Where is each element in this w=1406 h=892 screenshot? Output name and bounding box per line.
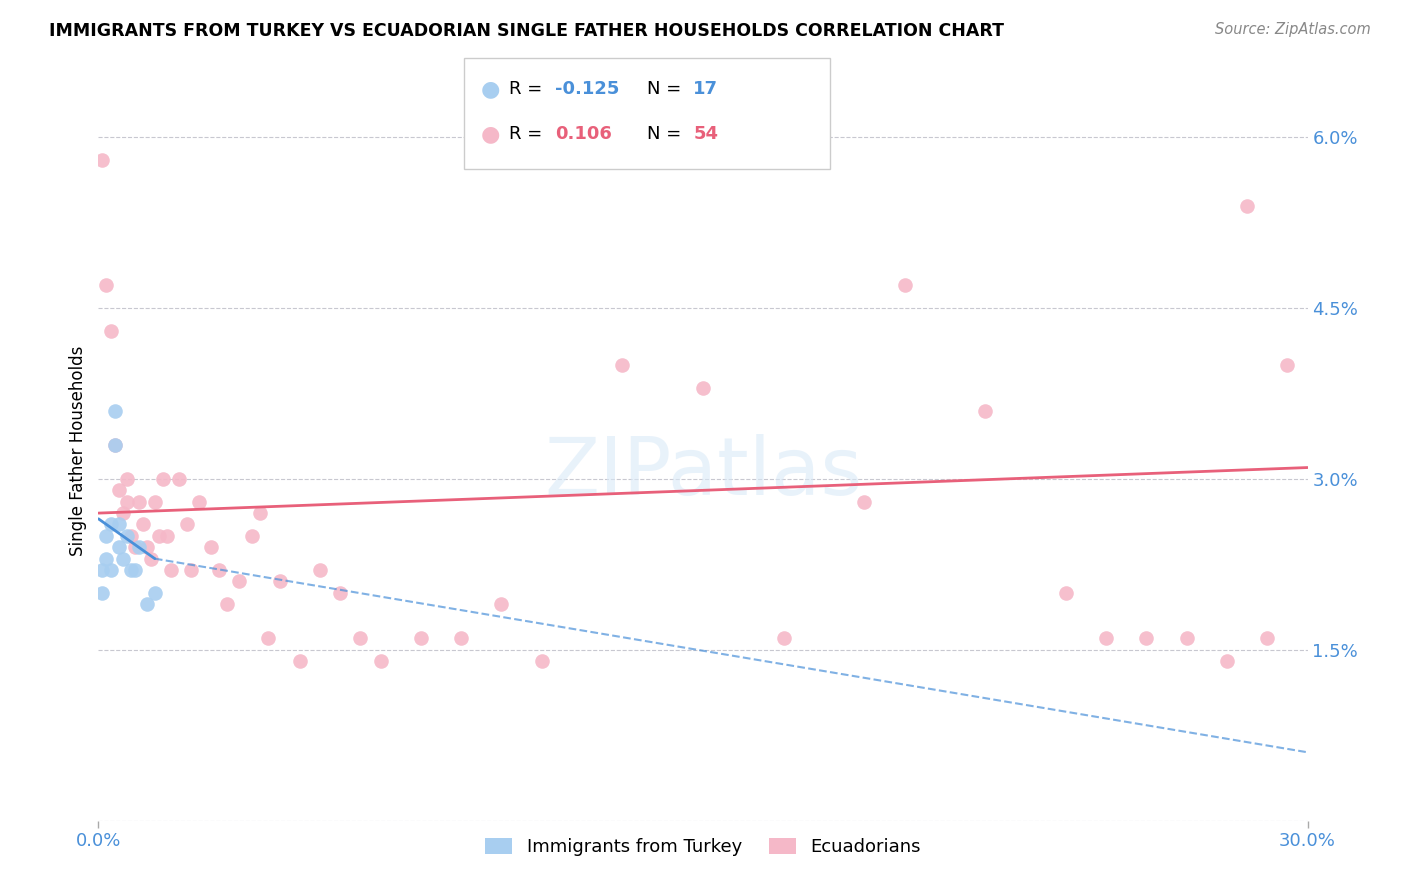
Point [107, 517, 129, 532]
Text: N =: N = [647, 125, 686, 143]
Point [974, 403, 997, 417]
Point [176, 517, 198, 532]
Point [160, 563, 183, 577]
Point [530, 654, 553, 668]
Point [450, 632, 472, 646]
Point [208, 563, 231, 577]
Point [1135, 632, 1157, 646]
Point [135, 541, 157, 555]
Point [96, 551, 118, 566]
Point [329, 586, 352, 600]
Text: N =: N = [647, 80, 686, 98]
Legend: Immigrants from Turkey, Ecuadorians: Immigrants from Turkey, Ecuadorians [478, 830, 928, 863]
Point [1236, 198, 1258, 212]
Point [115, 529, 138, 543]
Point [111, 506, 134, 520]
Point [148, 529, 170, 543]
Text: ●: ● [481, 124, 501, 144]
Point [188, 494, 211, 508]
Text: ●: ● [481, 79, 501, 99]
Text: -0.125: -0.125 [555, 80, 620, 98]
Point [217, 597, 239, 611]
Point [256, 632, 278, 646]
Point [128, 541, 150, 555]
Point [1095, 632, 1118, 646]
Point [893, 278, 915, 293]
Point [240, 529, 263, 543]
Point [107, 541, 129, 555]
Point [143, 586, 166, 600]
Point [156, 529, 179, 543]
Point [409, 632, 432, 646]
Point [120, 529, 142, 543]
Point [152, 472, 174, 486]
Point [96, 278, 118, 293]
Point [1216, 654, 1239, 668]
Point [1175, 632, 1198, 646]
Point [91, 563, 114, 577]
Y-axis label: Single Father Households: Single Father Households [69, 345, 87, 556]
Point [1256, 632, 1278, 646]
Point [612, 358, 634, 372]
Point [139, 551, 162, 566]
Text: R =: R = [509, 80, 548, 98]
Point [111, 551, 134, 566]
Point [1277, 358, 1299, 372]
Point [692, 381, 714, 395]
Point [1054, 586, 1077, 600]
Point [772, 632, 794, 646]
Point [249, 506, 271, 520]
Text: 17: 17 [693, 80, 718, 98]
Point [103, 438, 125, 452]
Point [167, 472, 190, 486]
Point [135, 597, 157, 611]
Point [96, 529, 118, 543]
Point [115, 494, 138, 508]
Point [103, 438, 125, 452]
Point [288, 654, 311, 668]
Point [228, 574, 250, 589]
Text: 0.106: 0.106 [555, 125, 612, 143]
Point [100, 517, 122, 532]
Text: IMMIGRANTS FROM TURKEY VS ECUADORIAN SINGLE FATHER HOUSEHOLDS CORRELATION CHART: IMMIGRANTS FROM TURKEY VS ECUADORIAN SIN… [49, 22, 1004, 40]
Point [200, 541, 222, 555]
Point [124, 541, 146, 555]
Point [269, 574, 291, 589]
Point [853, 494, 876, 508]
Point [103, 403, 125, 417]
Point [180, 563, 202, 577]
Point [132, 517, 155, 532]
Point [349, 632, 371, 646]
Point [309, 563, 332, 577]
Point [115, 472, 138, 486]
Point [107, 483, 129, 498]
Point [120, 563, 142, 577]
Text: ZIPatlas: ZIPatlas [544, 434, 862, 512]
Point [128, 494, 150, 508]
Point [370, 654, 392, 668]
Text: Source: ZipAtlas.com: Source: ZipAtlas.com [1215, 22, 1371, 37]
Point [100, 324, 122, 338]
Text: R =: R = [509, 125, 548, 143]
Text: 54: 54 [693, 125, 718, 143]
Point [100, 563, 122, 577]
Point [91, 586, 114, 600]
Point [124, 563, 146, 577]
Point [91, 153, 114, 167]
Point [143, 494, 166, 508]
Point [491, 597, 513, 611]
